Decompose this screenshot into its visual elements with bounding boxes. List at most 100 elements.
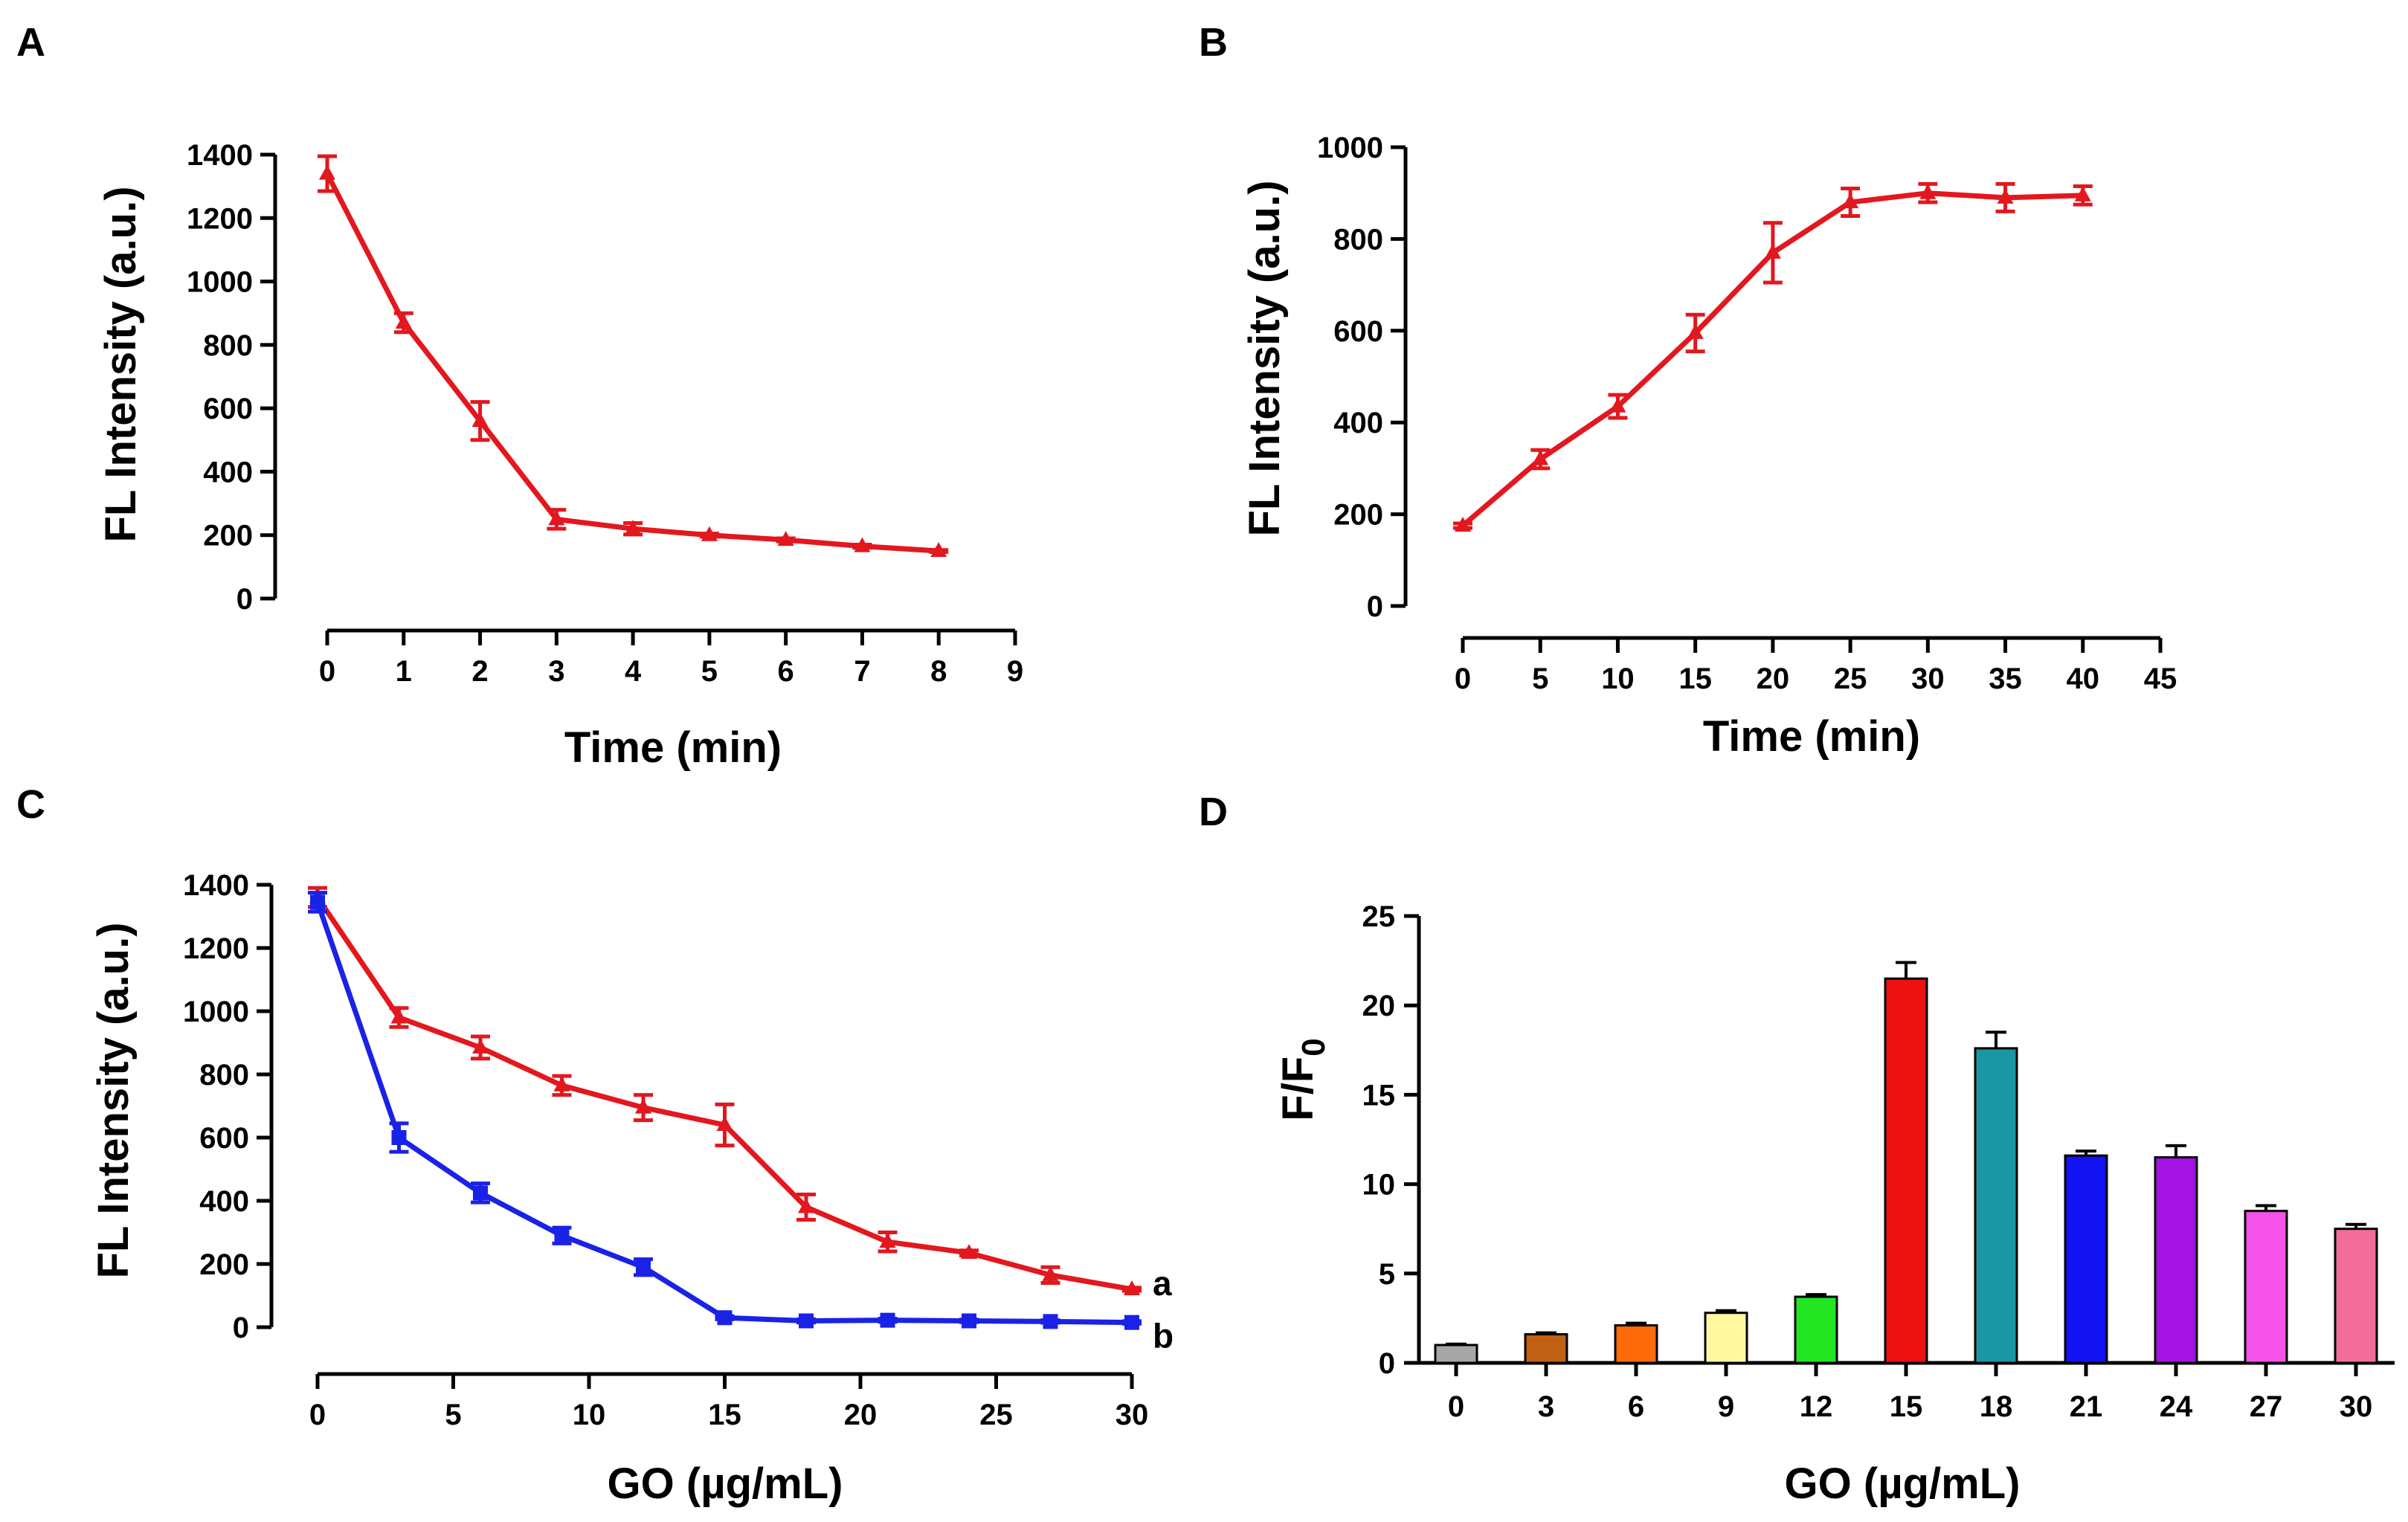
data-point — [1997, 188, 2014, 204]
x-tick-label: 6 — [1628, 1390, 1644, 1423]
x-tick-label: 25 — [1834, 662, 1867, 695]
data-point — [553, 1076, 570, 1091]
x-tick-label: 30 — [2340, 1390, 2373, 1423]
bar-30 — [2334, 1228, 2378, 1364]
x-tick-label: 9 — [1007, 655, 1023, 688]
y-axis-label-subscript: 0 — [1295, 1038, 1332, 1056]
y-tick-label: 0 — [236, 583, 253, 616]
y-tick-label: 5 — [1379, 1258, 1395, 1291]
x-tick-label: 7 — [854, 655, 870, 688]
x-axis-label: GO (µg/mL) — [608, 1460, 843, 1508]
y-tick-label: 1000 — [187, 266, 253, 299]
x-tick-label: 5 — [701, 655, 718, 688]
y-tick-label: 600 — [203, 393, 253, 425]
data-point — [798, 1198, 814, 1213]
data-point — [1687, 323, 1704, 339]
y-tick-label: 1000 — [1317, 132, 1383, 164]
data-point — [1609, 397, 1626, 413]
y-tick-label: 10 — [1362, 1169, 1396, 1202]
data-point — [1043, 1314, 1058, 1329]
data-point — [961, 1244, 977, 1260]
x-tick-label: 0 — [1455, 662, 1471, 695]
panel-b: B 0 200 400 600 800 1000 0 5 10 15 20 25 30 35 40 45 Time… — [1199, 20, 2177, 761]
data-point — [854, 537, 871, 552]
x-tick-label: 12 — [1800, 1390, 1833, 1423]
y-axis-label-main: F/F — [1274, 1057, 1322, 1121]
y-tick-label: 0 — [1379, 1347, 1395, 1380]
data-point — [1919, 184, 1937, 199]
y-tick-label: 600 — [199, 1122, 249, 1155]
y-axis-label: FL Intensity (a.u.) — [1240, 180, 1289, 536]
data-point — [319, 164, 335, 180]
y-tick-label: 400 — [203, 456, 253, 488]
panel-letter-b: B — [1199, 20, 1228, 65]
data-point — [879, 1233, 896, 1248]
y-tick-label: 800 — [203, 329, 253, 362]
y-tick-label: 1400 — [183, 869, 249, 902]
x-tick-label: 15 — [1678, 662, 1712, 695]
y-tick-label: 800 — [199, 1059, 249, 1091]
x-tick-label: 15 — [708, 1399, 741, 1431]
data-point — [472, 1038, 489, 1054]
x-tick-label: 24 — [2160, 1390, 2193, 1423]
x-tick-label: 3 — [1538, 1390, 1554, 1423]
x-tick-label: 40 — [2067, 662, 2100, 695]
y-axis-label: FL Intensity (a.u.) — [97, 186, 145, 542]
x-tick-label: 0 — [309, 1399, 326, 1431]
bar-3 — [1524, 1333, 1568, 1364]
x-tick-label: 10 — [1601, 662, 1635, 695]
panel-letter-c: C — [16, 782, 45, 827]
bar-9 — [1704, 1312, 1748, 1364]
bar-12 — [1794, 1295, 1838, 1364]
x-tick-label: 2 — [471, 655, 488, 688]
y-tick-label: 800 — [1333, 223, 1383, 256]
data-point — [395, 314, 412, 329]
data-point — [962, 1313, 976, 1329]
y-tick-label: 0 — [1367, 590, 1383, 623]
x-tick-label: 20 — [844, 1399, 878, 1431]
data-point — [930, 542, 947, 558]
y-tick-label: 200 — [1333, 499, 1383, 532]
data-point — [716, 1116, 733, 1131]
data-point — [548, 510, 565, 526]
x-tick-label: 0 — [319, 655, 335, 688]
y-tick-label: 200 — [199, 1248, 249, 1281]
data-point — [1124, 1315, 1139, 1330]
y-tick-label: 1400 — [187, 139, 253, 172]
panel-c: C 0 200 400 600 800 1000 1200 1400 0 5 10 15 20 25 30 GO… — [16, 782, 1174, 1508]
data-point — [1124, 1280, 1140, 1295]
x-tick-label: 18 — [1980, 1390, 2013, 1423]
y-tick-label: 0 — [233, 1312, 249, 1344]
y-axis-label: FL Intensity (a.u.) — [89, 922, 138, 1278]
x-tick-label: 0 — [1448, 1390, 1464, 1423]
data-point — [1532, 450, 1549, 465]
data-point — [717, 1310, 733, 1326]
bar-21 — [2064, 1154, 2108, 1364]
y-tick-label: 600 — [1333, 315, 1383, 348]
data-point — [636, 1260, 651, 1275]
series-end-label-b: b — [1153, 1317, 1174, 1355]
x-tick-label: 8 — [930, 655, 947, 688]
x-tick-label: 27 — [2250, 1390, 2283, 1423]
x-tick-label: 35 — [1989, 662, 2022, 695]
panel-letter-a: A — [16, 20, 45, 65]
data-point — [390, 1008, 408, 1024]
x-axis-label: Time (min) — [564, 723, 782, 772]
x-tick-label: 1 — [396, 655, 412, 688]
y-tick-label: 25 — [1362, 900, 1396, 933]
series-line-a — [315, 896, 1133, 1292]
bar-24 — [2154, 1156, 2198, 1364]
x-tick-label: 9 — [1718, 1390, 1734, 1423]
y-tick-label: 1200 — [187, 202, 253, 235]
series-end-label-a: a — [1153, 1264, 1172, 1303]
panel-d: D 0 5 10 15 20 25 0 3 6 9 12 15 18 21 24 27 30 GO (µg/mL) F… — [1199, 790, 2395, 1508]
data-point — [880, 1312, 895, 1328]
x-tick-label: 3 — [548, 655, 564, 688]
y-tick-label: 1200 — [183, 932, 249, 965]
y-tick-label: 20 — [1362, 990, 1396, 1022]
x-tick-label: 5 — [1532, 662, 1548, 695]
data-point — [473, 1185, 488, 1201]
y-tick-label: 1000 — [183, 996, 249, 1028]
data-point — [471, 412, 489, 428]
